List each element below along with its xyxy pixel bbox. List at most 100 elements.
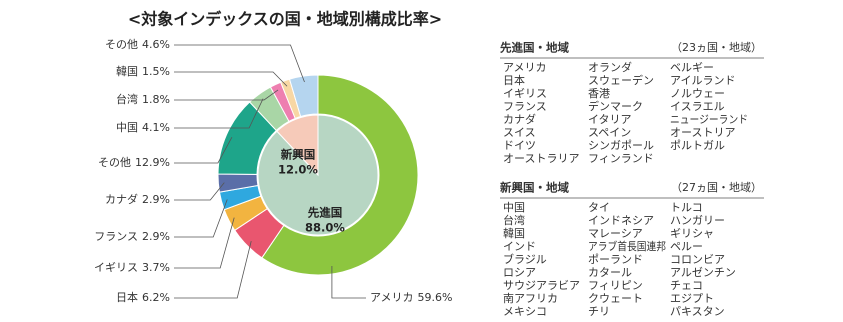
country-name: オランダ	[588, 60, 632, 74]
country-name: スウェーデン	[588, 73, 654, 87]
country-name: ギリシャ	[670, 227, 714, 240]
slice-value: 12.9%	[135, 156, 170, 169]
country-name: ペルー	[670, 240, 703, 253]
slice-value: 1.8%	[142, 93, 170, 106]
country-name: クウェート	[588, 292, 643, 305]
leader-line	[174, 217, 235, 269]
country-name: イタリア	[588, 113, 632, 126]
country-name: スイス	[503, 126, 536, 139]
inner-name: 先進国	[308, 206, 343, 220]
country-name: インド	[503, 240, 536, 253]
country-name: エジプト	[670, 292, 714, 305]
country-name: イギリス	[503, 87, 547, 100]
country-name: ポーランド	[588, 253, 643, 266]
list-heading: 新興国・地域	[500, 181, 569, 195]
country-name: スペイン	[588, 126, 631, 139]
country-name: ポルトガル	[670, 139, 725, 152]
country-name: アルゼンチン	[670, 266, 736, 279]
country-name: アメリカ	[503, 61, 546, 74]
country-name: インドネシア	[588, 214, 654, 227]
country-name: チリ	[588, 305, 610, 318]
country-name: ロシア	[503, 266, 536, 279]
list-count: （23ヵ国・地域）	[671, 41, 762, 54]
country-name: アラブ首長国連邦	[588, 239, 666, 253]
slice-label: 日本 6.2%	[116, 290, 170, 304]
leader-line	[331, 265, 366, 299]
slice-label: フランス 2.9%	[94, 230, 170, 243]
country-name: コロンビア	[670, 253, 725, 266]
leader-line	[174, 137, 233, 164]
country-name: トルコ	[670, 201, 703, 214]
slice-value: 2.9%	[142, 193, 170, 206]
slice-name: アメリカ	[370, 291, 413, 304]
country-name: タイ	[588, 201, 610, 214]
list-count: （27ヵ国・地域）	[671, 181, 762, 194]
country-name: アイルランド	[670, 74, 735, 87]
leader-line	[174, 44, 305, 83]
chart-title: <対象インデックスの国・地域別構成比率>	[128, 10, 442, 29]
slice-name: フランス	[94, 230, 138, 243]
country-name: 韓国	[503, 227, 525, 240]
slice-label: 中国 4.1%	[116, 121, 170, 134]
country-name: オーストラリア	[503, 152, 579, 165]
outer-slice	[288, 74, 319, 118]
slice-value: 59.6%	[417, 291, 452, 304]
country-name: オーストリア	[670, 126, 735, 139]
country-name: ブラジル	[503, 252, 547, 266]
slice-value: 4.6%	[142, 38, 170, 51]
leader-line	[174, 98, 264, 129]
inner-value: 12.0%	[278, 163, 318, 177]
country-name: ノルウェー	[670, 87, 725, 100]
country-name: カタール	[588, 266, 632, 279]
country-name: ドイツ	[503, 139, 536, 152]
inner-slice	[276, 114, 319, 177]
slice-label: アメリカ 59.6%	[370, 291, 452, 304]
slice-label: 台湾 1.8%	[116, 92, 170, 106]
slice-value: 1.5%	[142, 65, 170, 78]
country-name: デンマーク	[588, 99, 643, 113]
inner-name: 新興国	[281, 148, 316, 162]
slice-name: イギリス	[94, 261, 138, 274]
country-name: チェコ	[670, 279, 703, 292]
country-name: 台湾	[503, 213, 525, 227]
slice-label: その他 12.9%	[98, 156, 170, 169]
slice-name: 中国	[116, 121, 138, 134]
country-name: フランス	[503, 100, 547, 113]
country-name: ニュージーランド	[670, 113, 748, 126]
country-name: フィンランド	[588, 152, 654, 165]
country-name: イスラエル	[670, 100, 725, 113]
slice-value: 4.1%	[142, 121, 170, 134]
slice-value: 6.2%	[142, 291, 170, 304]
slice-label: イギリス 3.7%	[94, 261, 170, 274]
country-name: 香港	[588, 87, 610, 100]
slice-value: 2.9%	[142, 230, 170, 243]
country-name: パキスタン	[670, 305, 725, 318]
country-name: シンガポール	[588, 139, 654, 152]
outer-slice	[261, 74, 419, 276]
country-name: 中国	[503, 201, 525, 214]
country-name: 日本	[503, 73, 525, 87]
slice-name: 日本	[116, 290, 138, 304]
slice-name: 台湾	[116, 92, 138, 106]
slice-value: 3.7%	[142, 261, 170, 274]
country-name: フィリピン	[588, 279, 643, 292]
country-name: サウジアラビア	[503, 279, 580, 292]
leader-line	[174, 241, 252, 299]
country-name: マレーシア	[588, 227, 643, 240]
leader-line	[174, 89, 279, 101]
country-name: 南アフリカ	[503, 292, 558, 305]
leader-line	[174, 71, 288, 87]
slice-label: 韓国 1.5%	[116, 65, 170, 78]
country-name: ベルギー	[670, 61, 714, 74]
country-name: メキシコ	[503, 305, 547, 318]
leader-line	[174, 182, 225, 201]
slice-name: その他	[105, 38, 138, 51]
country-name: ハンガリー	[670, 214, 725, 227]
slice-name: 韓国	[116, 65, 138, 78]
inner-value: 88.0%	[305, 221, 345, 235]
slice-label: カナダ 2.9%	[105, 192, 170, 206]
slice-label: その他 4.6%	[105, 38, 170, 51]
leader-line	[174, 199, 228, 238]
slice-name: その他	[98, 156, 131, 169]
